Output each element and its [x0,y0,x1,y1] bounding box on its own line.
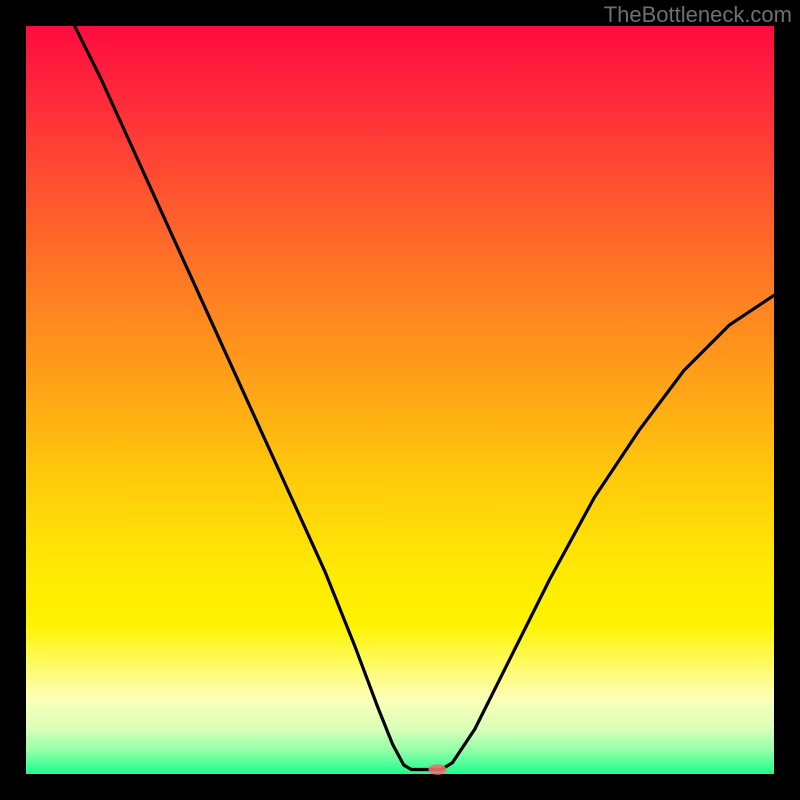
chart-svg [0,0,800,800]
minimum-marker [428,764,446,774]
bottleneck-chart: TheBottleneck.com [0,0,800,800]
